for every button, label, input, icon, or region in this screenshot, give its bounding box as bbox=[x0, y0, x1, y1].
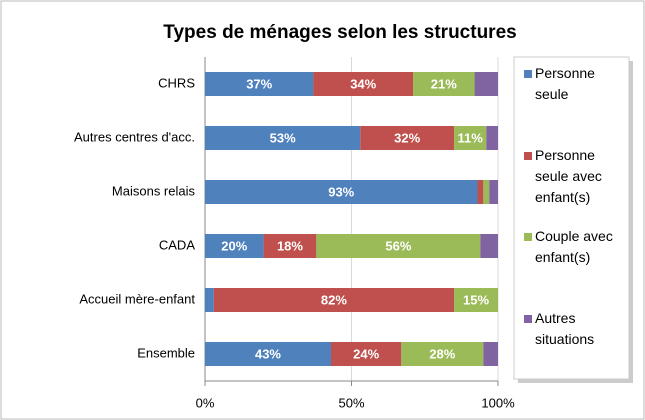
data-label: 28% bbox=[429, 346, 455, 361]
data-label: 37% bbox=[246, 76, 272, 91]
bar-segment bbox=[360, 126, 455, 150]
data-label: 24% bbox=[353, 346, 379, 361]
legend-label: Autres situations bbox=[535, 310, 595, 347]
bar-segment bbox=[263, 234, 317, 258]
bar-segment bbox=[480, 234, 498, 258]
legend-swatch bbox=[524, 70, 532, 78]
bar-segment bbox=[213, 288, 455, 312]
bar-segment bbox=[330, 342, 402, 366]
legend-swatch bbox=[524, 233, 532, 241]
bar-segment bbox=[205, 72, 314, 96]
legend-label: Personne seule bbox=[535, 65, 595, 102]
bar-segment bbox=[401, 342, 484, 366]
bar-segment bbox=[205, 288, 214, 312]
y-tick-label: CHRS bbox=[158, 75, 195, 90]
legend-label: Personne seule avec enfant(s) bbox=[535, 147, 602, 205]
bar-segment bbox=[477, 180, 484, 204]
data-label: 21% bbox=[431, 76, 457, 91]
legend-label: Couple avec enfant(s) bbox=[535, 228, 613, 265]
bar-segment bbox=[413, 72, 475, 96]
bar-segment bbox=[454, 288, 498, 312]
bar-segment bbox=[454, 126, 487, 150]
chart-title: Types de ménages selon les structures bbox=[163, 22, 516, 43]
y-tick-label: Autres centres d'acc. bbox=[74, 129, 195, 144]
legend-swatch bbox=[524, 315, 532, 323]
bar-segment bbox=[489, 180, 498, 204]
data-label: 20% bbox=[221, 238, 247, 253]
data-label: 15% bbox=[463, 292, 489, 307]
data-label: 93% bbox=[328, 184, 354, 199]
bar-segment bbox=[313, 72, 414, 96]
y-tick-label: CADA bbox=[159, 237, 195, 252]
data-label: 34% bbox=[350, 76, 376, 91]
bar-segment bbox=[486, 126, 498, 150]
bar-segment bbox=[483, 342, 498, 366]
y-tick-label: Accueil mère-enfant bbox=[79, 291, 195, 306]
data-label: 53% bbox=[270, 130, 296, 145]
legend-box bbox=[513, 56, 630, 380]
bar-segment bbox=[205, 126, 361, 150]
bar-segment bbox=[205, 180, 478, 204]
bar-segment bbox=[205, 234, 264, 258]
data-label: 82% bbox=[321, 292, 347, 307]
data-label: 56% bbox=[385, 238, 411, 253]
bar-segment bbox=[474, 72, 498, 96]
legend-swatch bbox=[524, 152, 532, 160]
bar-segment bbox=[483, 180, 490, 204]
data-label: 32% bbox=[394, 130, 420, 145]
bar-segment bbox=[316, 234, 481, 258]
y-tick-label: Maisons relais bbox=[112, 183, 196, 198]
x-tick-label: 50% bbox=[338, 395, 364, 410]
data-label: 11% bbox=[458, 130, 484, 145]
bar-segment bbox=[205, 342, 331, 366]
y-tick-label: Ensemble bbox=[137, 345, 195, 360]
x-tick-label: 100% bbox=[481, 395, 515, 410]
x-tick-label: 0% bbox=[196, 395, 215, 410]
data-label: 18% bbox=[277, 238, 303, 253]
data-label: 43% bbox=[255, 346, 281, 361]
